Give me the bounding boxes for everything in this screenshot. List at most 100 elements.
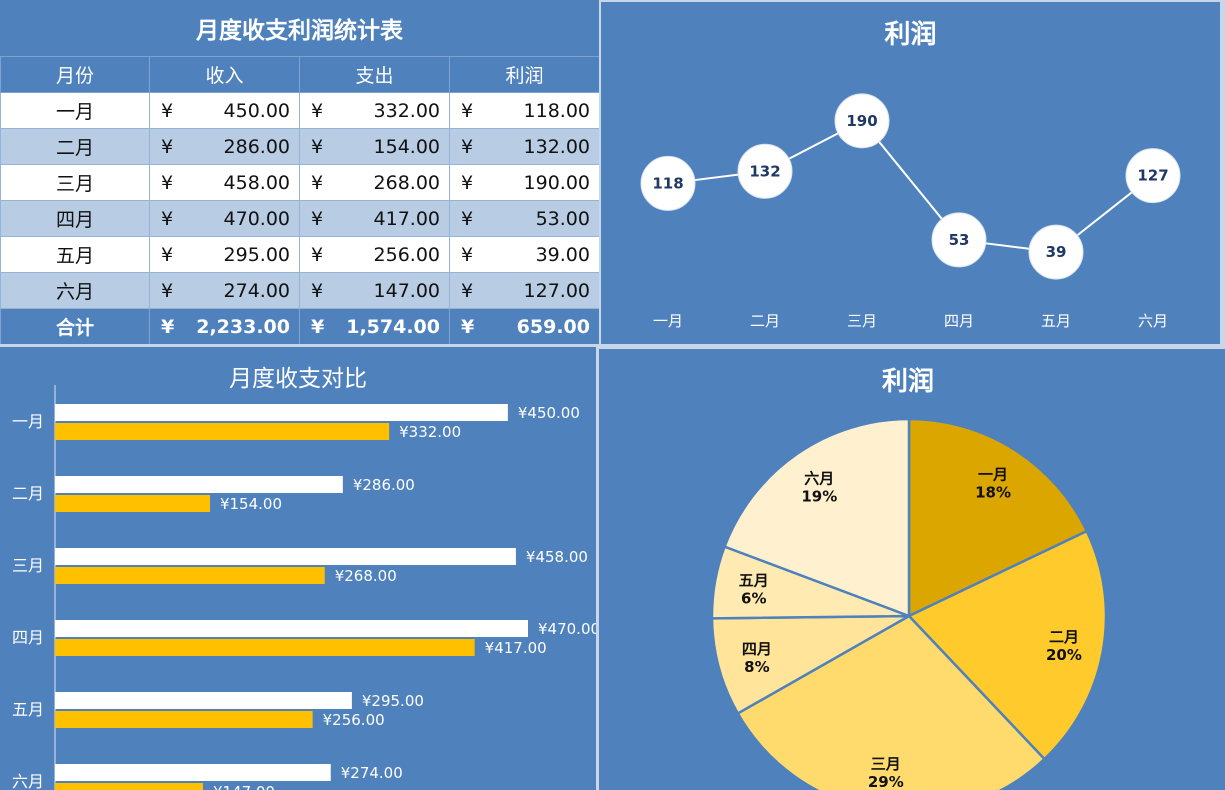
expense-bar[interactable]: [55, 639, 475, 656]
expense-bar-label: ¥154.00: [220, 495, 282, 513]
currency-symbol: ¥: [161, 207, 174, 230]
pie-slice[interactable]: [723, 417, 911, 618]
total-profit-cell[interactable]: ¥659.00: [449, 308, 599, 344]
header-profit[interactable]: 利润: [449, 56, 599, 93]
pie-category-label: 五月: [739, 572, 769, 590]
profit-cell[interactable]: ¥53.00: [449, 200, 599, 237]
category-label: 一月: [12, 412, 44, 431]
x-tick-label: 六月: [1138, 312, 1168, 330]
pie-category-label: 二月: [1049, 628, 1079, 646]
header-expense[interactable]: 支出: [299, 56, 450, 93]
income-value: 274.00: [223, 279, 290, 302]
x-tick-label: 四月: [944, 312, 974, 330]
profit-cell[interactable]: ¥190.00: [449, 164, 599, 201]
profit-value: 132.00: [523, 135, 590, 158]
month-cell[interactable]: 六月: [0, 272, 150, 309]
pie-slice[interactable]: [736, 614, 1047, 790]
income-bar[interactable]: [55, 692, 352, 709]
profit-data-label: 53: [949, 231, 970, 249]
month-cell[interactable]: 三月: [0, 164, 150, 201]
profit-cell[interactable]: ¥132.00: [449, 128, 599, 165]
expense-bar[interactable]: [55, 567, 325, 584]
income-bar-label: ¥286.00: [353, 476, 415, 494]
total-expense-cell[interactable]: ¥1,574.00: [299, 308, 450, 344]
expense-cell[interactable]: ¥154.00: [299, 128, 450, 165]
profit-series-line: [667, 119, 1154, 254]
expense-cell[interactable]: ¥147.00: [299, 272, 450, 309]
income-cell[interactable]: ¥286.00: [149, 128, 300, 165]
income-bar-label: ¥274.00: [341, 764, 403, 782]
income-bar[interactable]: [55, 476, 343, 493]
profit-data-point[interactable]: [1028, 224, 1084, 280]
profit-line-chart-panel[interactable]: 利润 118 132 190 53 39 127 一月 二月 三月 四月 五月 六月: [601, 2, 1220, 344]
expense-bar[interactable]: [55, 783, 203, 790]
profit-data-point[interactable]: [931, 212, 987, 268]
x-tick-label: 五月: [1041, 312, 1071, 330]
total-income-cell[interactable]: ¥2,233.00: [149, 308, 300, 344]
income-bar[interactable]: [55, 548, 516, 565]
expense-value: 332.00: [373, 99, 440, 122]
expense-bar[interactable]: [55, 423, 390, 440]
expense-bar[interactable]: [55, 711, 313, 728]
profit-cell[interactable]: ¥127.00: [449, 272, 599, 309]
income-cell[interactable]: ¥295.00: [149, 236, 300, 273]
profit-data-point[interactable]: [737, 143, 793, 199]
month-cell[interactable]: 五月: [0, 236, 150, 273]
month-cell[interactable]: 二月: [0, 128, 150, 165]
expense-bar[interactable]: [55, 495, 210, 512]
currency-symbol: ¥: [311, 171, 324, 194]
category-label: 六月: [12, 772, 44, 790]
income-bar[interactable]: [55, 404, 508, 421]
table-row: 一月 ¥450.00 ¥332.00 ¥118.00: [0, 92, 599, 129]
income-expense-bar-chart-panel[interactable]: 月度收支对比 一月 ¥450.00 ¥332.00 二月 ¥286.00 ¥154.00 三…: [0, 347, 596, 790]
currency-symbol: ¥: [161, 171, 174, 194]
income-bar-label: ¥450.00: [518, 404, 580, 422]
expense-cell[interactable]: ¥417.00: [299, 200, 450, 237]
line-chart-title: 利润: [884, 20, 937, 50]
header-income[interactable]: 收入: [149, 56, 300, 93]
income-cell[interactable]: ¥470.00: [149, 200, 300, 237]
profit-data-point[interactable]: [834, 93, 890, 149]
profit-data-point[interactable]: [640, 155, 696, 211]
category-label: 三月: [12, 556, 44, 575]
income-cell[interactable]: ¥450.00: [149, 92, 300, 129]
expense-cell[interactable]: ¥332.00: [299, 92, 450, 129]
table-header-row: 月份 收入 支出 利润: [0, 56, 599, 93]
income-value: 286.00: [223, 135, 290, 158]
pie-percent-label: 29%: [868, 773, 904, 790]
income-cell[interactable]: ¥458.00: [149, 164, 300, 201]
profit-data-label: 190: [846, 112, 877, 130]
header-month[interactable]: 月份: [0, 56, 150, 93]
profit-value: 39.00: [535, 243, 590, 266]
x-tick-label: 二月: [750, 312, 780, 330]
pie-slice[interactable]: [710, 614, 910, 716]
pie-percent-label: 8%: [744, 658, 769, 676]
profit-data-label: 39: [1046, 243, 1067, 261]
expense-cell[interactable]: ¥268.00: [299, 164, 450, 201]
pie-slice[interactable]: [907, 417, 1089, 618]
pie-slice[interactable]: [906, 529, 1108, 761]
income-bar-label: ¥295.00: [362, 692, 424, 710]
income-bar[interactable]: [55, 620, 528, 637]
month-cell[interactable]: 一月: [0, 92, 150, 129]
expense-bar-label: ¥147.00: [213, 783, 275, 790]
total-label[interactable]: 合计: [0, 308, 150, 344]
profit-value: 53.00: [535, 207, 590, 230]
profit-cell[interactable]: ¥39.00: [449, 236, 599, 273]
profit-value: 127.00: [523, 279, 590, 302]
pie-category-label: 三月: [871, 755, 901, 773]
income-bar[interactable]: [55, 764, 331, 781]
profit-data-label: 132: [749, 162, 780, 180]
pie-category-label: 一月: [978, 466, 1008, 484]
profit-cell[interactable]: ¥118.00: [449, 92, 599, 129]
income-bar-label: ¥470.00: [538, 620, 596, 638]
income-value: 295.00: [223, 243, 290, 266]
profit-data-point[interactable]: [1125, 148, 1181, 204]
pie-chart-title: 利润: [881, 367, 934, 397]
month-cell[interactable]: 四月: [0, 200, 150, 237]
currency-symbol: ¥: [311, 207, 324, 230]
expense-cell[interactable]: ¥256.00: [299, 236, 450, 273]
income-cell[interactable]: ¥274.00: [149, 272, 300, 309]
currency-symbol: ¥: [311, 135, 324, 158]
profit-pie-chart-panel[interactable]: 利润 一月 18% 二月 20% 三月 29% 四月 8% 五月 6% 六月 19%: [599, 349, 1225, 790]
